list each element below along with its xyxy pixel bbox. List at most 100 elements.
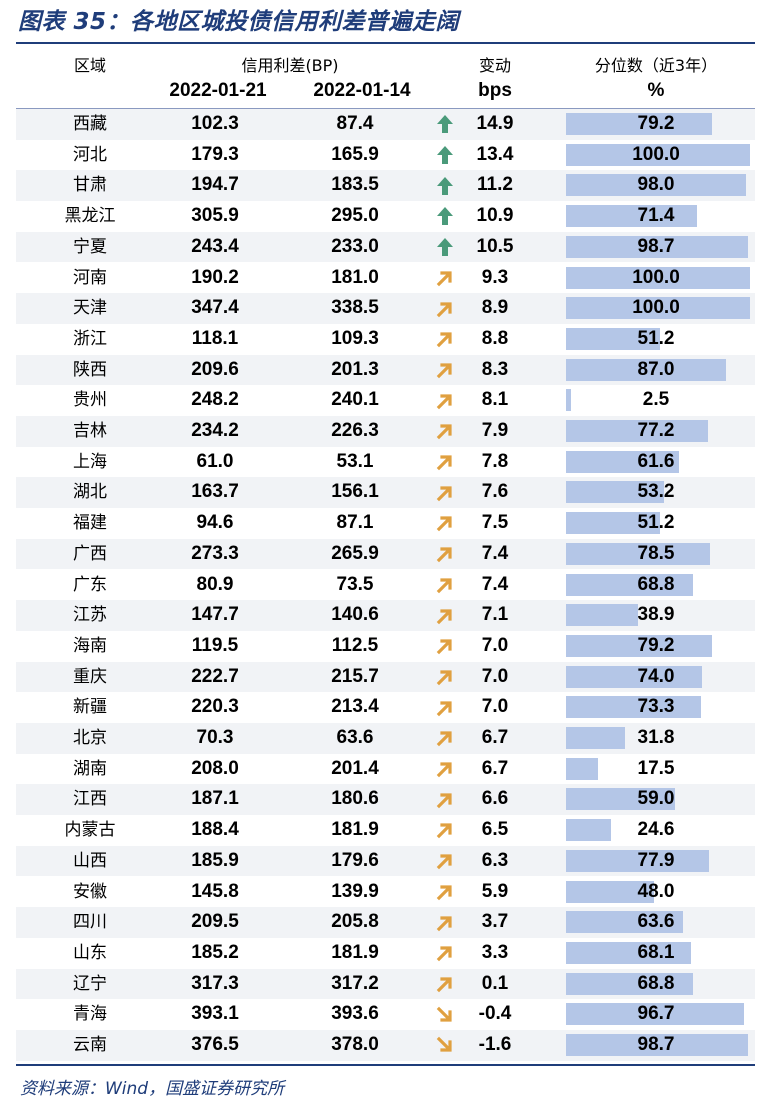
region-cell: 天津	[73, 298, 107, 319]
region-cell: 浙江	[73, 328, 107, 349]
percentile-cell: 79.2	[637, 113, 675, 134]
percentile-bar	[566, 757, 599, 780]
region-cell: 宁夏	[73, 236, 107, 257]
percentile-cell: 78.5	[637, 542, 675, 564]
arrow-up-icon	[434, 170, 456, 201]
spread-date1-cell: 243.4	[191, 235, 239, 257]
spread-date2-cell: 156.1	[331, 481, 379, 503]
spread-date1-cell: 208.0	[191, 757, 239, 779]
arrow-up-right-icon	[434, 692, 456, 723]
change-cell: 3.7	[481, 911, 509, 933]
percentile-bar	[566, 420, 709, 442]
percentile-bar	[566, 573, 693, 596]
percentile-cell: 71.4	[637, 205, 675, 227]
spread-date2-cell: 165.9	[331, 143, 379, 165]
spread-date1-cell: 234.2	[191, 420, 239, 441]
header-region: 区域	[73, 56, 106, 75]
spread-date2-cell: 109.3	[331, 327, 379, 349]
change-cell: 7.4	[481, 542, 509, 564]
percentile-bar	[566, 911, 684, 934]
region-cell: 河北	[73, 144, 107, 165]
spread-date2-cell: 317.2	[331, 972, 379, 994]
percentile-bar	[566, 266, 750, 289]
spread-date2-cell: 179.6	[331, 849, 379, 871]
arrow-up-icon	[434, 232, 456, 263]
change-cell: 10.9	[476, 205, 514, 227]
arrow-up-right-icon	[434, 662, 456, 693]
spread-date1-cell: 70.3	[196, 727, 234, 748]
spread-date2-cell: 201.3	[331, 358, 379, 380]
change-cell: 7.0	[481, 696, 509, 718]
percentile-bar	[566, 481, 664, 504]
percentile-cell: 68.8	[637, 972, 675, 994]
spread-date1-cell: 185.9	[191, 849, 239, 871]
spread-date1-cell: 147.7	[191, 604, 239, 626]
percentile-bar	[566, 174, 747, 197]
spread-date2-cell: 63.6	[336, 727, 374, 748]
spread-date1-cell: 94.6	[196, 512, 234, 534]
spread-date2-cell: 87.4	[336, 113, 374, 134]
percentile-cell: 61.6	[637, 450, 675, 472]
change-cell: 0.1	[481, 972, 509, 994]
spread-date1-cell: 80.9	[196, 573, 234, 595]
spread-date1-cell: 61.0	[196, 450, 234, 472]
spread-date2-cell: 140.6	[331, 604, 379, 626]
spread-date1-cell: 187.1	[191, 788, 239, 810]
percentile-bar	[566, 788, 675, 811]
percentile-cell: 51.2	[637, 327, 675, 349]
region-cell: 山东	[73, 942, 107, 963]
percentile-cell: 63.6	[637, 911, 675, 933]
arrow-up-right-icon	[434, 477, 456, 508]
spread-date2-cell: 233.0	[331, 235, 379, 257]
arrow-up-right-icon	[434, 508, 456, 539]
region-cell: 重庆	[73, 666, 107, 687]
region-cell: 江西	[73, 789, 107, 810]
change-cell: 6.7	[481, 757, 509, 779]
spread-date2-cell: 393.6	[331, 1003, 379, 1025]
arrow-up-right-icon	[434, 324, 456, 355]
change-cell: 7.4	[481, 573, 509, 595]
change-cell: 5.9	[481, 880, 509, 902]
percentile-bar	[566, 235, 748, 258]
percentile-cell: 77.2	[637, 420, 675, 441]
change-cell: 7.0	[481, 665, 509, 687]
header-date1: 2022-01-21	[169, 80, 267, 101]
region-cell: 云南	[73, 1035, 107, 1055]
change-cell: 13.4	[476, 143, 514, 165]
table-row	[16, 723, 755, 754]
percentile-bar	[566, 113, 712, 135]
spread-date1-cell: 185.2	[191, 941, 239, 963]
spread-date1-cell: 347.4	[191, 297, 239, 319]
percentile-bar	[566, 358, 727, 381]
region-cell: 江苏	[73, 605, 107, 626]
arrow-up-right-icon	[434, 784, 456, 815]
region-cell: 湖北	[73, 482, 107, 503]
percentile-bar	[566, 327, 661, 350]
arrow-up-icon	[434, 201, 456, 232]
percentile-bar	[566, 1003, 744, 1026]
spread-date1-cell: 163.7	[191, 481, 239, 503]
percentile-cell: 100.0	[632, 143, 680, 165]
change-cell: 7.8	[481, 450, 509, 472]
region-cell: 上海	[73, 451, 107, 472]
header-percentile: 分位数（近3年）	[594, 56, 718, 75]
percentile-cell: 59.0	[637, 788, 675, 810]
spread-date1-cell: 118.1	[191, 327, 239, 349]
percentile-cell: 74.0	[637, 665, 675, 687]
spread-date2-cell: 87.1	[336, 512, 374, 534]
change-cell: 6.5	[481, 819, 509, 841]
region-cell: 广东	[73, 574, 107, 595]
change-cell: 6.3	[481, 849, 509, 871]
spread-date2-cell: 378.0	[331, 1034, 379, 1055]
source-note: 资料来源：Wind，国盛证券研究所	[20, 1079, 285, 1099]
spread-date2-cell: 240.1	[331, 389, 379, 411]
top-rule	[16, 42, 755, 44]
spread-date1-cell: 209.6	[191, 358, 239, 380]
percentile-cell: 17.5	[637, 757, 675, 779]
header-change: 变动	[478, 56, 511, 75]
percentile-cell: 24.6	[637, 819, 675, 841]
spread-date2-cell: 226.3	[331, 420, 379, 441]
arrow-up-right-icon	[434, 907, 456, 938]
change-cell: 7.6	[481, 481, 509, 503]
spread-date1-cell: 376.5	[191, 1034, 239, 1055]
